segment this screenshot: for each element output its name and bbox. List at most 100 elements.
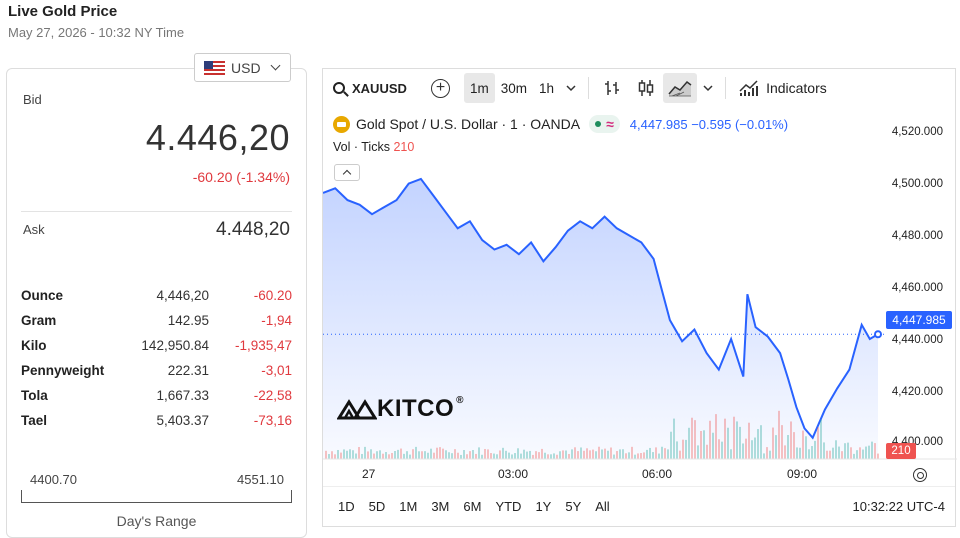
- volume-bar: [328, 454, 330, 459]
- volume-bar: [532, 454, 534, 459]
- range-5y[interactable]: 5Y: [565, 499, 582, 514]
- toolbar-separator: [725, 77, 727, 99]
- volume-bar: [829, 450, 831, 459]
- volume-bar: [430, 448, 432, 459]
- volume-bar: [556, 454, 558, 459]
- volume-bar: [349, 449, 351, 459]
- volume-bar: [397, 449, 399, 459]
- volume-bar: [631, 446, 633, 459]
- volume-bar: [811, 446, 813, 459]
- volume-bar: [769, 450, 771, 459]
- page-title: Live Gold Price: [8, 3, 118, 20]
- volume-bar: [787, 435, 789, 459]
- volume-bar: [343, 449, 345, 459]
- volume-bar: [607, 450, 609, 459]
- indicators-button[interactable]: Indicators: [738, 79, 827, 97]
- volume-bar: [592, 449, 594, 459]
- volume-bar: [685, 439, 687, 459]
- volume-bar: [844, 443, 846, 459]
- symbol-search[interactable]: XAUUSD: [333, 81, 431, 96]
- range-6m[interactable]: 6M: [463, 499, 482, 514]
- volume-legend: Vol · Ticks 210: [333, 140, 414, 154]
- volume-bar: [460, 454, 462, 459]
- volume-bar: [511, 454, 513, 459]
- ask-value: 4.448,20: [216, 219, 290, 240]
- chart-settings-icon[interactable]: [913, 468, 927, 482]
- volume-bar: [448, 452, 450, 459]
- volume-bar: [388, 454, 390, 459]
- unit-name: Ounce: [21, 288, 64, 303]
- volume-bar: [364, 446, 366, 459]
- timeframe-1h[interactable]: 1h: [539, 80, 555, 96]
- unit-name: Tola: [21, 388, 48, 403]
- symbol-label: XAUUSD: [352, 80, 407, 96]
- volume-bar: [487, 449, 489, 459]
- volume-bar: [748, 422, 750, 459]
- unit-price: 4,446,20: [156, 288, 209, 303]
- volume-bar: [484, 448, 486, 459]
- volume-bar: [562, 450, 564, 459]
- volume-bar: [403, 453, 405, 459]
- compare-add-icon[interactable]: +: [431, 78, 450, 98]
- bar-chart-type-icon[interactable]: [595, 73, 629, 103]
- volume-bar: [706, 444, 708, 459]
- volume-bar: [559, 451, 561, 459]
- volume-bar: [481, 454, 483, 459]
- volume-bar: [406, 451, 408, 459]
- volume-bar: [427, 452, 429, 459]
- unit-row: Pennyweight 222.31 -3,01: [21, 358, 292, 383]
- unit-change: -60.20: [253, 288, 292, 303]
- volume-bar: [619, 449, 621, 459]
- volume-bar: [475, 453, 477, 459]
- volume-bar: [352, 450, 354, 459]
- volume-bar: [424, 451, 426, 459]
- collapse-legend-button[interactable]: [334, 164, 360, 181]
- range-1y[interactable]: 1Y: [535, 499, 552, 514]
- timeframe-1m[interactable]: 1m: [464, 73, 495, 103]
- range-ytd[interactable]: YTD: [495, 499, 522, 514]
- range-all[interactable]: All: [595, 499, 610, 514]
- unit-name: Kilo: [21, 338, 47, 353]
- volume-bar: [565, 450, 567, 459]
- unit-row: Gram 142.95 -1,94: [21, 308, 292, 333]
- timeframe-chevron-icon[interactable]: [560, 73, 582, 103]
- volume-bar: [508, 452, 510, 459]
- volume-bar: [736, 421, 738, 459]
- volume-bar: [604, 448, 606, 459]
- volume-bar: [850, 447, 852, 459]
- range-1m[interactable]: 1M: [399, 499, 418, 514]
- volume-bar: [874, 443, 876, 459]
- unit-row: Tola 1,667.33 -22,58: [21, 383, 292, 408]
- range-1d[interactable]: 1D: [338, 499, 355, 514]
- volume-bar: [589, 450, 591, 459]
- registered-icon: ®: [456, 395, 465, 406]
- volume-bar: [358, 447, 360, 459]
- timeframe-30m[interactable]: 30m: [500, 80, 528, 96]
- candle-chart-type-icon[interactable]: [629, 73, 663, 103]
- volume-bar: [697, 445, 699, 459]
- gold-coin-icon: [333, 115, 350, 133]
- volume-bar: [691, 417, 693, 459]
- price-area-fill: [323, 178, 878, 459]
- volume-bar: [616, 451, 618, 459]
- volume-bar: [373, 453, 375, 459]
- area-chart-type-icon[interactable]: [663, 73, 698, 103]
- volume-bar: [466, 454, 468, 459]
- range-3m[interactable]: 3M: [431, 499, 450, 514]
- volume-bar: [715, 414, 717, 459]
- volume-bar: [688, 427, 690, 459]
- range-5d[interactable]: 5D: [368, 499, 386, 514]
- volume-bar: [454, 449, 456, 459]
- volume-bar: [796, 447, 798, 459]
- kitco-logo: KITCO ®: [337, 395, 464, 423]
- volume-bar: [727, 427, 729, 459]
- currency-select[interactable]: USD: [194, 53, 291, 82]
- volume-bar: [502, 447, 504, 459]
- volume-bar: [523, 449, 525, 459]
- volume-bar: [757, 429, 759, 459]
- chart-type-chevron-icon[interactable]: [697, 73, 719, 103]
- price-chart[interactable]: [323, 69, 957, 528]
- current-volume-label: 210: [886, 443, 916, 459]
- kitco-logo-mark-icon: [337, 399, 377, 420]
- volume-bar: [781, 425, 783, 459]
